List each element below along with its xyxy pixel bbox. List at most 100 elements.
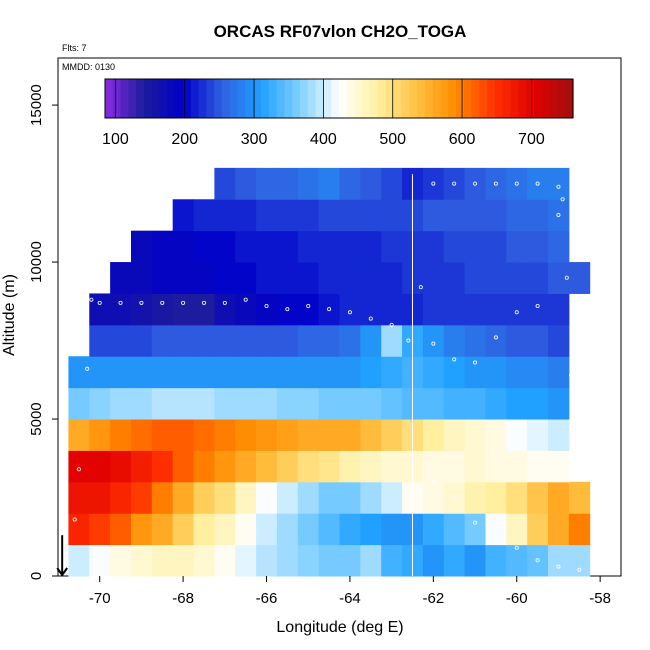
- heatmap-cell: [110, 262, 132, 294]
- colorbar-swatch: [261, 79, 270, 118]
- heatmap-cell: [193, 324, 215, 357]
- heatmap-cell: [360, 199, 382, 232]
- heatmap-cell: [527, 199, 549, 232]
- heatmap-cell: [527, 324, 549, 357]
- heatmap-cell: [110, 293, 132, 326]
- heatmap-cell: [381, 324, 403, 357]
- heatmap-cell: [485, 544, 507, 577]
- colorbar-swatch: [292, 79, 301, 118]
- colorbar-swatch: [339, 79, 348, 118]
- colorbar-swatch: [393, 79, 402, 118]
- track-point: [473, 520, 478, 525]
- heatmap-cell: [568, 262, 591, 294]
- heatmap-cell: [506, 230, 528, 263]
- heatmap-cell: [235, 230, 257, 263]
- heatmap-cell: [193, 481, 215, 514]
- colorbar-swatch: [362, 79, 371, 118]
- heatmap-cell: [443, 324, 466, 357]
- heatmap-cell: [464, 293, 486, 326]
- heatmap-cell: [381, 481, 403, 514]
- track-point: [389, 322, 394, 327]
- heatmap-cell: [151, 356, 174, 389]
- colorbar-swatch: [206, 79, 215, 118]
- heatmap-cell: [297, 199, 320, 232]
- track-point: [473, 181, 478, 186]
- heatmap-cell: [339, 293, 361, 326]
- heatmap-cell: [297, 419, 320, 451]
- heatmap-cell: [68, 544, 90, 577]
- heatmap-cell: [193, 356, 215, 389]
- heatmap-cell: [151, 387, 174, 420]
- colorbar-swatch: [487, 79, 496, 118]
- colorbar-swatch: [245, 79, 254, 118]
- heatmap-cell: [548, 450, 570, 483]
- heatmap-cell: [256, 513, 278, 546]
- track-point: [243, 297, 248, 302]
- colorbar-tick-label: 700: [518, 131, 545, 148]
- heatmap-cell: [130, 450, 153, 483]
- colorbar-tick-label: 500: [379, 131, 406, 148]
- heatmap-cell: [464, 450, 486, 483]
- heatmap-cell: [527, 419, 549, 451]
- heatmap-cell: [527, 513, 549, 546]
- heatmap-cell: [506, 450, 528, 483]
- heatmap-cell: [276, 293, 299, 326]
- heatmap-cell: [193, 544, 215, 577]
- heatmap-cell: [443, 230, 466, 263]
- x-tick-label: -70: [89, 590, 111, 607]
- heatmap-cell: [276, 513, 299, 546]
- heatmap-cell: [548, 199, 570, 232]
- colorbar-swatch: [565, 79, 574, 118]
- heatmap-cell: [485, 324, 507, 357]
- heatmap-cell: [130, 513, 153, 546]
- y-tick-label: 10000: [28, 241, 45, 283]
- x-tick-label: -58: [589, 590, 611, 607]
- heatmap-cell: [68, 513, 90, 546]
- heatmap-cell: [110, 419, 132, 451]
- heatmap-cell: [318, 167, 340, 200]
- heatmap-cell: [339, 544, 361, 577]
- x-tick-label: -68: [172, 590, 194, 607]
- colorbar-border: [104, 78, 574, 119]
- heatmap-cell: [548, 513, 570, 546]
- heatmap-cell: [318, 419, 340, 451]
- colorbar-swatch: [549, 79, 558, 118]
- heatmap-cell: [443, 262, 466, 294]
- colorbar-swatch: [526, 79, 535, 118]
- colorbar-swatch: [190, 79, 200, 118]
- heatmap-cell: [151, 450, 174, 483]
- heatmap-cell: [214, 544, 236, 577]
- heatmap-cell: [422, 167, 445, 200]
- heatmap-cell: [464, 199, 486, 232]
- arrow-marker: [56, 535, 68, 577]
- x-tick-label: -62: [422, 590, 444, 607]
- heatmap-cell: [172, 544, 195, 577]
- heatmap-cell: [360, 167, 382, 200]
- track-point: [160, 300, 165, 305]
- heatmap-cell: [235, 293, 257, 326]
- heatmap-cell: [381, 167, 403, 200]
- track-point: [473, 360, 478, 365]
- heatmap-cell: [151, 262, 174, 294]
- date-label: MMDD: 0130: [62, 62, 115, 72]
- y-tick-label: 5000: [28, 402, 45, 435]
- heatmap-cell: [256, 387, 278, 420]
- arrow-head: [56, 567, 68, 577]
- colorbar-swatch: [222, 79, 231, 118]
- colorbar-swatch: [541, 79, 551, 118]
- heatmap-cell: [318, 356, 340, 389]
- heatmap-cell: [214, 324, 236, 357]
- heatmap-cell: [256, 419, 278, 451]
- colorbar-swatch: [409, 79, 418, 118]
- heatmap-cell: [464, 167, 486, 200]
- track-point: [264, 304, 269, 309]
- colorbar-tick-label: 300: [241, 131, 268, 148]
- heatmap-cell: [443, 199, 466, 232]
- heatmap-cell: [151, 419, 174, 451]
- heatmap-cell: [548, 356, 570, 389]
- colorbar-swatch: [346, 79, 356, 118]
- heatmap-cell: [89, 356, 111, 389]
- heatmap-cell: [214, 481, 236, 514]
- colorbar-swatch: [315, 79, 324, 118]
- heatmap: [68, 167, 591, 577]
